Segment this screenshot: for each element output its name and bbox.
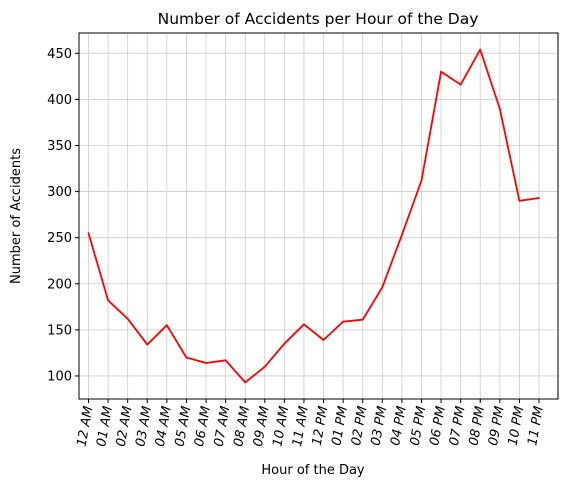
x-tick-label: 12 AM <box>75 405 97 448</box>
chart-title: Number of Accidents per Hour of the Day <box>158 10 479 28</box>
x-tick-label: 08 PM <box>467 405 489 447</box>
x-tick-label: 12 PM <box>310 405 332 447</box>
x-tick-label: 06 PM <box>427 405 449 447</box>
x-tick-label: 05 AM <box>173 405 195 448</box>
grid <box>79 33 558 399</box>
y-tick-label: 300 <box>47 185 72 200</box>
data-point <box>322 339 325 341</box>
x-tick-label: 03 AM <box>133 405 155 448</box>
series-line-accidents <box>87 48 540 384</box>
data-point <box>498 107 501 110</box>
x-tick-label: 01 PM <box>329 405 351 447</box>
data-point <box>165 324 168 327</box>
data-point <box>146 343 149 346</box>
y-tick-label: 250 <box>47 231 72 246</box>
x-tick-label: 09 AM <box>251 405 273 448</box>
data-point <box>263 365 266 368</box>
x-tick-label: 03 PM <box>369 405 391 447</box>
data-point <box>518 199 521 202</box>
data-point <box>126 317 129 320</box>
x-tick-label: 02 PM <box>349 405 371 447</box>
series-layer <box>87 48 540 384</box>
data-point <box>244 381 247 384</box>
y-tick-label: 100 <box>47 369 72 384</box>
x-tick-label: 07 AM <box>212 405 234 448</box>
data-point <box>440 70 442 73</box>
x-tick-label: 06 AM <box>192 405 214 448</box>
x-tick-label: 11 PM <box>525 405 547 447</box>
data-point <box>283 342 286 345</box>
x-tick-label: 05 PM <box>408 405 430 447</box>
data-point <box>538 197 540 199</box>
data-point <box>185 356 188 359</box>
data-point <box>420 179 423 182</box>
x-tick-label: 02 AM <box>114 405 136 448</box>
data-point <box>479 48 482 51</box>
x-tick-label: 01 AM <box>94 405 116 448</box>
data-point <box>381 286 384 289</box>
y-tick-label: 150 <box>47 323 72 338</box>
data-point <box>400 233 403 236</box>
y-tick-label: 450 <box>47 47 72 62</box>
x-tick-label: 10 PM <box>506 405 528 447</box>
x-tick-label: 08 AM <box>231 405 253 448</box>
x-tick-label: 11 AM <box>290 405 312 448</box>
x-tick-label: 04 PM <box>388 405 410 447</box>
data-point <box>459 83 462 86</box>
x-tick-label: 04 AM <box>153 405 175 448</box>
y-tick-label: 350 <box>47 139 72 154</box>
x-tick-label: 10 AM <box>270 405 292 448</box>
x-axis-title: Hour of the Day <box>261 463 365 478</box>
y-tick-label: 400 <box>47 93 72 108</box>
y-axis-title: Number of Accidents <box>9 148 24 284</box>
data-point <box>342 320 345 323</box>
plot-area-frame <box>78 32 559 400</box>
data-point <box>87 232 90 234</box>
data-point <box>107 299 109 302</box>
data-point <box>303 323 305 326</box>
data-point <box>361 318 364 321</box>
y-axis: 100 150 200 250 300 350 400 450 <box>47 47 79 384</box>
y-tick-label: 200 <box>47 277 72 292</box>
data-point <box>224 359 227 362</box>
x-tick-label: 09 PM <box>486 405 508 447</box>
x-tick-label: 07 PM <box>447 405 469 447</box>
data-point <box>205 362 207 364</box>
